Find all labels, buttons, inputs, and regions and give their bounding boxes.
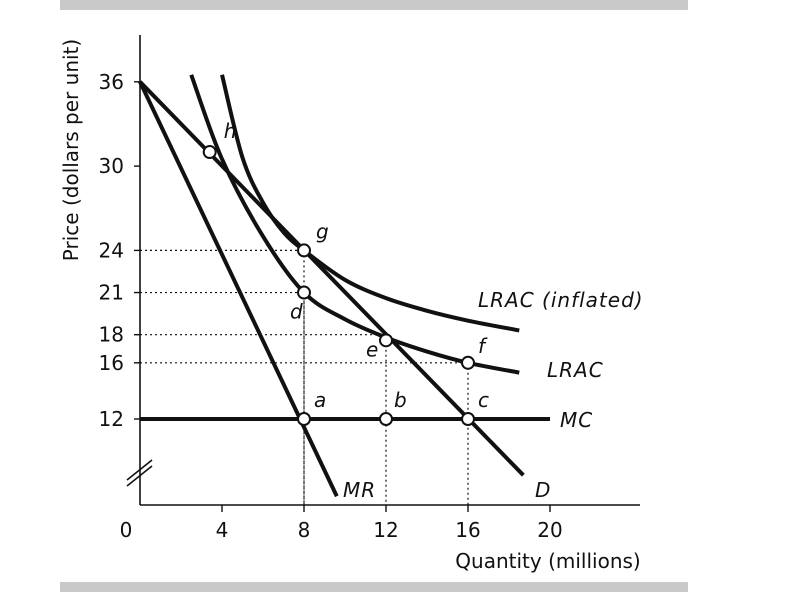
point-g-label: g: [316, 219, 329, 243]
y-tick-label: 12: [99, 407, 124, 431]
point-b-marker: [379, 412, 393, 426]
curve-lrac-inflated: [220, 74, 520, 333]
x-axis-title: Quantity (millions): [455, 549, 640, 573]
y-tick-label: 21: [99, 281, 124, 305]
x-tick-label: 12: [373, 518, 398, 542]
y-tick-labels: 12 16 18 21 24 30 36: [99, 70, 140, 431]
point-a-label: a: [314, 388, 326, 412]
point-h-marker: [202, 145, 217, 160]
y-axis-title: Price (dollars per unit): [59, 39, 83, 261]
axis-break-mark: [126, 465, 153, 487]
curve-lrac: [189, 74, 520, 375]
curves: [138, 74, 550, 498]
x-tick-label: 4: [216, 518, 229, 542]
x-tick-label: 16: [455, 518, 480, 542]
point-g-marker: [297, 243, 311, 258]
curve-label-d: D: [535, 478, 551, 502]
y-tick-label: 16: [99, 351, 124, 375]
bottom-border-bar: [60, 582, 688, 592]
point-c-label: c: [478, 388, 489, 412]
y-tick-label: 24: [99, 238, 124, 262]
curve-label-mc: MC: [560, 408, 593, 432]
point-e-marker: [379, 333, 393, 348]
x-tick-label: 0: [120, 518, 133, 542]
point-d-label: d: [290, 300, 303, 324]
point-c-marker: [461, 412, 475, 426]
equilibrium-points: h g d e f a b c: [202, 119, 489, 426]
x-tick-label: 8: [298, 518, 311, 542]
point-a-marker: [297, 412, 311, 426]
curve-mr: [138, 80, 339, 498]
axis-break-mark: [126, 459, 153, 481]
y-tick-label: 18: [99, 323, 124, 347]
y-tick-label: 36: [99, 70, 124, 94]
point-f-label: f: [478, 334, 488, 358]
y-tick-label: 30: [99, 154, 124, 178]
curve-d: [138, 80, 525, 477]
point-f-marker: [461, 355, 475, 370]
point-h-label: h: [224, 119, 237, 143]
curve-label-lrac-inflated: LRAC (inflated): [478, 288, 644, 312]
point-e-label: e: [366, 337, 378, 361]
point-d-marker: [297, 285, 311, 300]
x-tick-labels: 0 4 8 12 16 20: [120, 505, 563, 542]
curve-labels: D MR MC LRAC LRAC (inflated): [343, 288, 644, 502]
curve-label-lrac: LRAC: [547, 358, 604, 382]
curve-label-mr: MR: [343, 478, 376, 502]
axes: [126, 35, 640, 506]
top-border-bar: [60, 0, 688, 10]
point-b-label: b: [394, 388, 407, 412]
x-tick-label: 20: [537, 518, 562, 542]
